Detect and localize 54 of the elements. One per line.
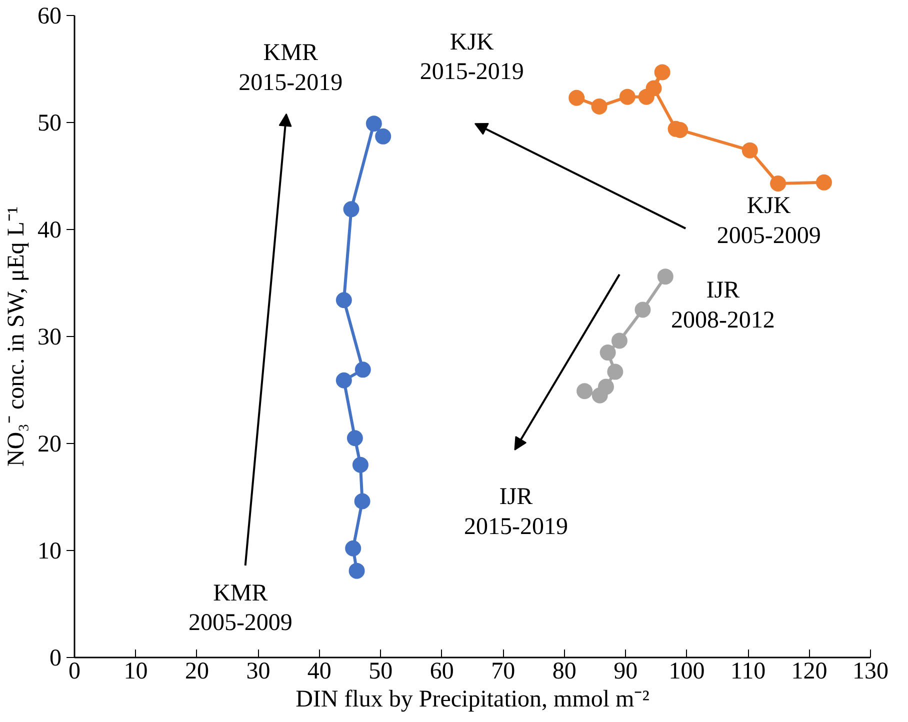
- x-tick-label: 110: [730, 658, 766, 684]
- point: [375, 128, 392, 144]
- y-tick-label: 10: [38, 538, 62, 564]
- point: [576, 383, 593, 400]
- point: [742, 142, 758, 158]
- point: [343, 201, 360, 218]
- x-tick-label: 50: [368, 658, 393, 684]
- x-tick-label: 130: [852, 658, 888, 684]
- annotation: IJR 2008-2012: [670, 278, 775, 334]
- annotation: KJK 2015-2019: [420, 29, 524, 86]
- annotation: IJR 2015-2019: [464, 484, 568, 540]
- point: [591, 98, 608, 114]
- x-tick-label: 70: [491, 658, 516, 684]
- point: [354, 493, 370, 510]
- point: [346, 430, 363, 446]
- x-tick-label: 90: [614, 658, 638, 684]
- point: [654, 64, 670, 80]
- annotation: KMR 2005-2009: [188, 580, 292, 636]
- x-tick-label: 10: [124, 658, 148, 684]
- x-tick-label: 100: [668, 658, 705, 684]
- x-axis-title: DIN flux by Precipitation, mmol m⁻²: [296, 686, 650, 712]
- annotation: KJK 2005-2009: [716, 192, 821, 249]
- point: [634, 302, 651, 318]
- y-tick-label: 60: [38, 4, 62, 30]
- y-tick-label: 20: [38, 432, 62, 458]
- y-tick-label: 40: [38, 218, 62, 244]
- x-tick-label: 0: [68, 658, 80, 684]
- point: [354, 362, 371, 378]
- point: [366, 116, 382, 132]
- x-tick-label: 60: [430, 658, 454, 684]
- point: [336, 372, 352, 388]
- point: [646, 80, 662, 96]
- point: [607, 364, 624, 380]
- point: [770, 176, 786, 192]
- point: [816, 174, 832, 190]
- point: [352, 456, 368, 473]
- x-tick-label: 40: [307, 658, 332, 684]
- point: [336, 292, 352, 308]
- point: [619, 88, 636, 105]
- y-tick-label: 50: [38, 110, 62, 136]
- point: [568, 90, 585, 106]
- point: [348, 562, 365, 579]
- point: [345, 540, 362, 556]
- x-tick-label: 120: [791, 658, 828, 684]
- point: [611, 332, 628, 349]
- x-tick-label: 30: [246, 658, 270, 684]
- x-tick-label: 20: [184, 658, 209, 684]
- point: [600, 344, 616, 361]
- point: [592, 387, 608, 404]
- y-tick-label: 30: [38, 324, 62, 350]
- y-axis-title: NO₃⁻ conc. in SW, μEq L⁻¹: [4, 206, 30, 467]
- annotation: KMR 2015-2019: [238, 40, 343, 96]
- x-tick-label: 80: [552, 658, 576, 684]
- point: [657, 268, 674, 285]
